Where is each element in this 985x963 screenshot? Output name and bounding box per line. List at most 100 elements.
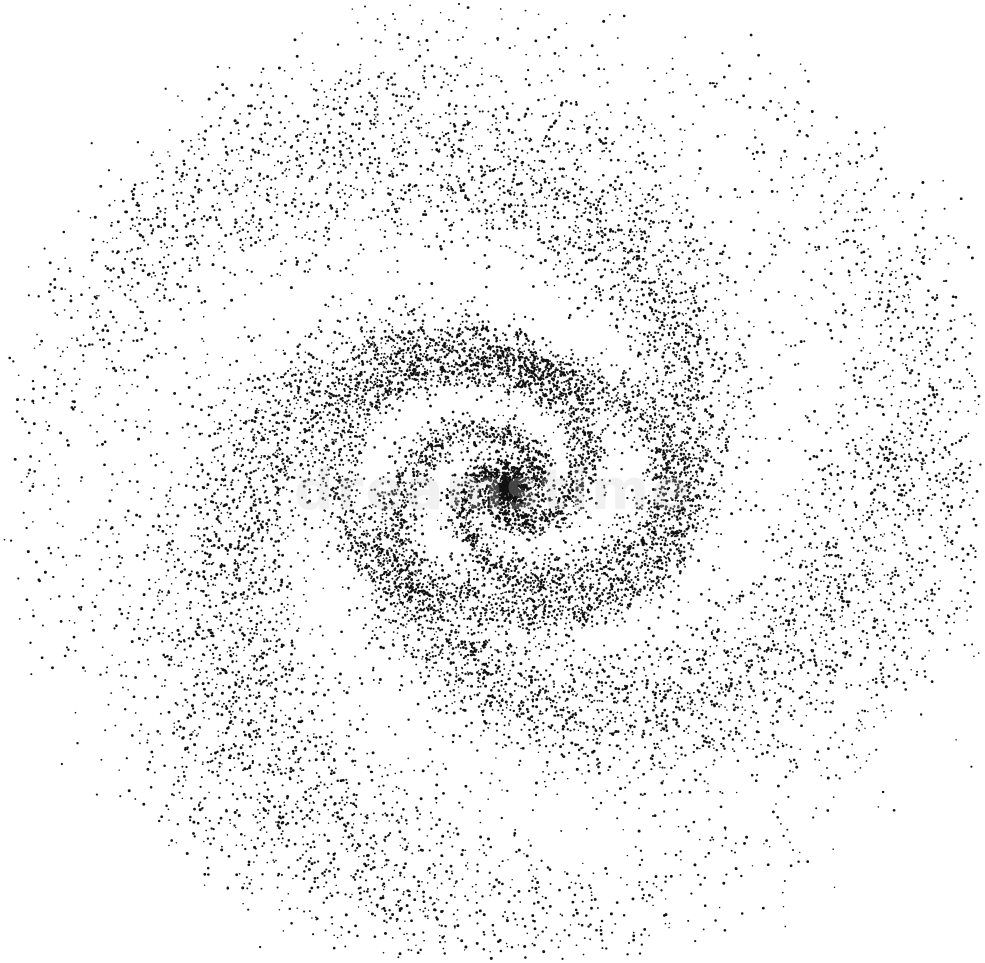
stipple-dot xyxy=(21,417,24,421)
stipple-dot xyxy=(648,557,652,561)
stipple-dot xyxy=(191,405,195,408)
stipple-dot xyxy=(107,342,111,346)
stipple-dot xyxy=(644,640,648,644)
stipple-dot xyxy=(628,288,631,291)
stipple-dot xyxy=(927,341,930,345)
stipple-dot xyxy=(551,576,554,579)
stipple-dot xyxy=(544,439,547,443)
stipple-dot xyxy=(903,606,907,609)
stipple-dot xyxy=(372,847,375,850)
stipple-dot xyxy=(505,480,508,483)
stipple-dot xyxy=(606,555,609,558)
stipple-dot xyxy=(815,455,819,459)
stipple-dot xyxy=(228,699,231,703)
stipple-dot xyxy=(525,337,529,341)
stipple-dot xyxy=(534,635,537,638)
stipple-dot xyxy=(715,639,719,642)
stipple-dot xyxy=(465,26,468,29)
stipple-dot xyxy=(761,598,763,601)
stipple-dot xyxy=(603,486,606,489)
stipple-dot xyxy=(250,536,253,539)
stipple-dot xyxy=(510,569,513,573)
stipple-dot xyxy=(321,550,324,554)
stipple-dot xyxy=(436,519,439,522)
stipple-dot xyxy=(277,549,280,553)
stipple-dot xyxy=(290,489,294,493)
stipple-dot xyxy=(100,558,103,561)
stipple-dot xyxy=(349,802,352,805)
stipple-dot xyxy=(610,364,613,367)
stipple-dot xyxy=(514,45,516,47)
stipple-dot xyxy=(548,526,550,529)
stipple-dot xyxy=(160,815,164,819)
stipple-dot xyxy=(276,203,279,206)
stipple-dot xyxy=(648,222,651,225)
stipple-dot xyxy=(694,529,698,533)
stipple-dot xyxy=(323,885,325,888)
stipple-dot xyxy=(518,508,522,512)
stipple-dot xyxy=(542,500,546,503)
stipple-dot xyxy=(286,596,289,599)
stipple-dot xyxy=(61,555,65,559)
stipple-dot xyxy=(361,189,364,192)
stipple-dot xyxy=(501,746,504,749)
stipple-dot xyxy=(749,389,753,393)
stipple-dot xyxy=(307,739,310,742)
stipple-dot xyxy=(263,709,267,713)
stipple-dot xyxy=(204,594,208,597)
stipple-dot xyxy=(381,813,384,816)
stipple-dot xyxy=(534,793,538,797)
stipple-dot xyxy=(653,154,657,158)
stipple-dot xyxy=(454,104,458,108)
stipple-dot xyxy=(169,497,171,500)
stipple-dot xyxy=(552,431,555,434)
stipple-dot xyxy=(398,478,402,481)
stipple-dot xyxy=(464,309,467,312)
stipple-dot xyxy=(485,557,489,561)
stipple-dot xyxy=(557,396,561,400)
stipple-dot xyxy=(564,668,566,671)
stipple-dot xyxy=(479,181,483,185)
stipple-dot xyxy=(830,260,833,262)
stipple-dot xyxy=(346,796,349,799)
stipple-dot xyxy=(884,716,887,719)
stipple-dot xyxy=(333,934,336,937)
stipple-dot xyxy=(288,168,291,171)
stipple-dot xyxy=(843,362,846,365)
stipple-dot xyxy=(302,467,304,470)
stipple-dot xyxy=(879,332,882,335)
stipple-dot xyxy=(275,349,277,351)
stipple-dot xyxy=(497,501,499,504)
stipple-dot xyxy=(672,480,674,483)
stipple-dot xyxy=(632,543,635,547)
stipple-dot xyxy=(231,630,234,633)
stipple-dot xyxy=(564,240,567,243)
stipple-dot xyxy=(507,324,511,328)
stipple-dot xyxy=(322,901,325,904)
stipple-dot xyxy=(440,526,442,528)
stipple-dot xyxy=(233,766,236,769)
stipple-dot xyxy=(722,490,726,493)
stipple-dot xyxy=(247,643,251,646)
stipple-dot xyxy=(480,190,484,194)
stipple-dot xyxy=(326,374,329,378)
stipple-dot xyxy=(212,662,214,665)
stipple-dot xyxy=(541,336,545,340)
stipple-dot xyxy=(433,445,435,448)
stipple-dot xyxy=(830,499,832,501)
stipple-dot xyxy=(297,758,301,761)
stipple-dot xyxy=(493,685,496,688)
stipple-dot xyxy=(676,684,680,687)
stipple-dot xyxy=(692,511,695,514)
stipple-dot xyxy=(937,442,939,444)
stipple-dot xyxy=(523,392,526,395)
stipple-dot xyxy=(262,638,265,640)
stipple-dot xyxy=(360,813,362,816)
stipple-dot xyxy=(817,569,820,572)
stipple-dot xyxy=(54,464,57,466)
stipple-dot xyxy=(315,404,319,408)
stipple-dot xyxy=(148,760,152,764)
stipple-dot xyxy=(480,650,483,653)
stipple-dot xyxy=(508,148,510,150)
stipple-dot xyxy=(509,488,512,491)
